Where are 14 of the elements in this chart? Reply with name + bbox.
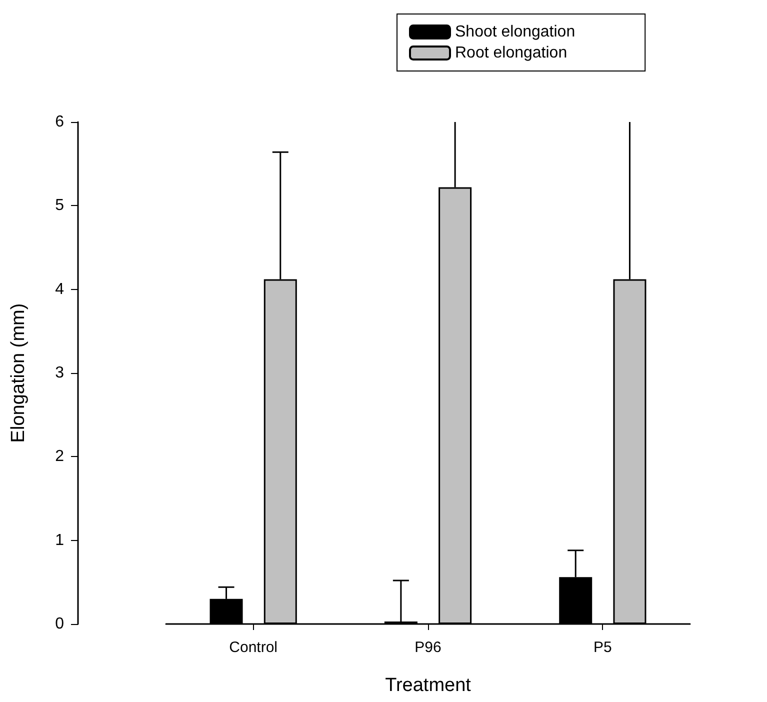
legend-label: Root elongation (455, 44, 568, 62)
y-axis-title: Elongation (mm) (8, 303, 29, 443)
y-tick-label: 0 (55, 616, 64, 632)
x-tick-label: Control (229, 639, 278, 656)
y-tick-label: 6 (55, 114, 64, 130)
x-tick-label: P5 (593, 639, 612, 656)
y-tick-label: 2 (55, 448, 64, 466)
y-tick-label: 4 (55, 280, 64, 298)
x-axis-title: Treatment (385, 675, 472, 696)
x-tick-label: P96 (414, 639, 442, 656)
y-tick-label: 3 (55, 364, 64, 382)
y-tick-label: 1 (55, 532, 64, 549)
legend-label: Shoot elongation (455, 24, 576, 40)
y-tick-label: 5 (55, 197, 64, 214)
